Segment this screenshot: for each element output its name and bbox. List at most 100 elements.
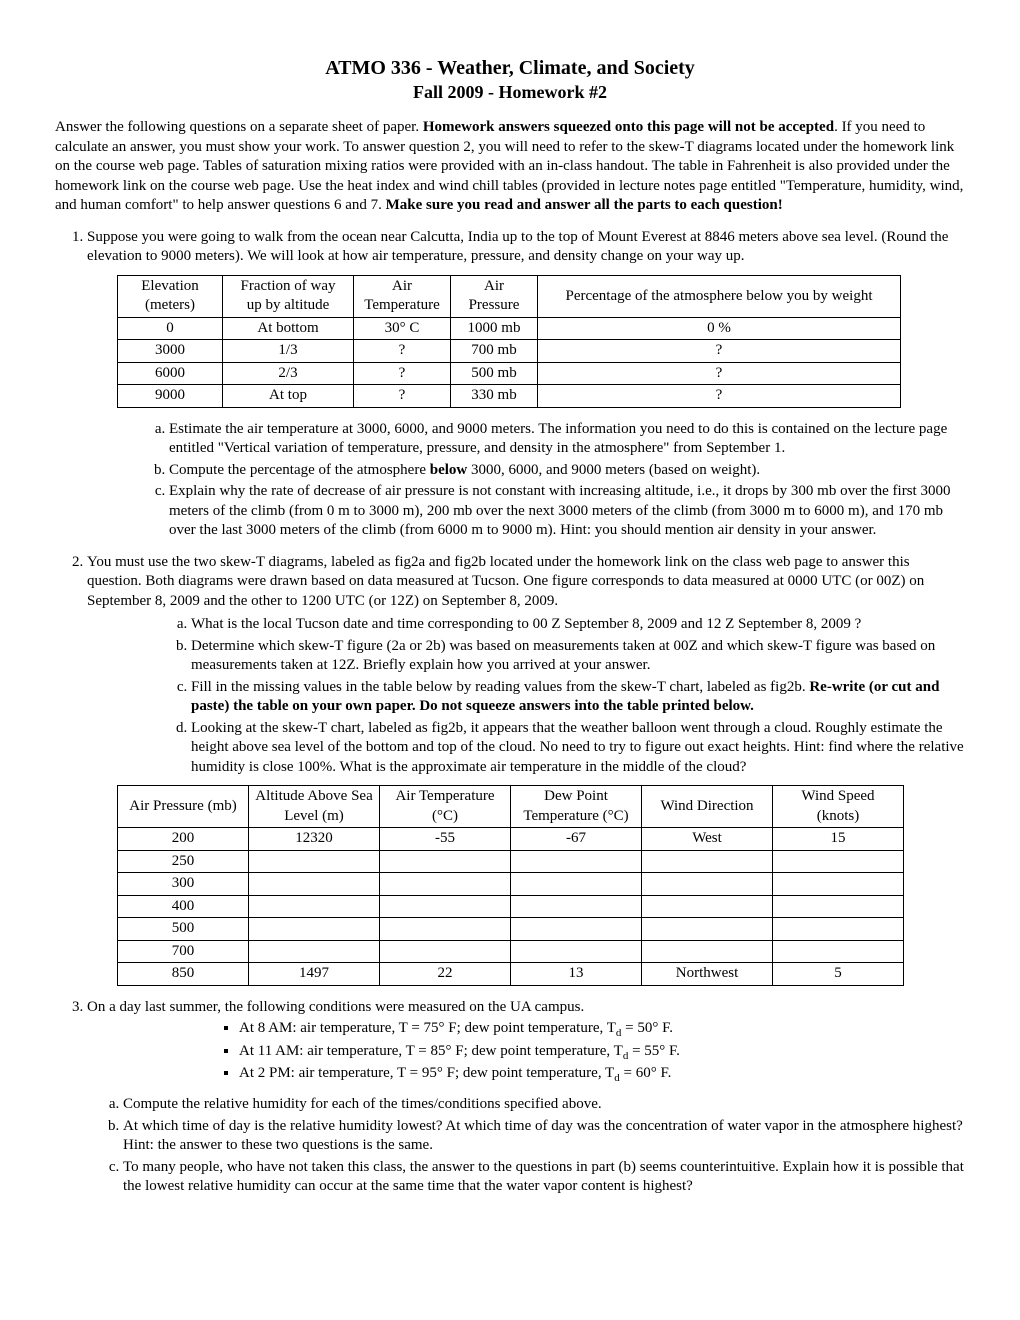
intro-paragraph: Answer the following questions on a sepa… xyxy=(55,118,965,216)
cell xyxy=(249,940,380,963)
t2h3: Dew Point Temperature (°C) xyxy=(511,786,642,828)
cell xyxy=(249,918,380,941)
cell: ? xyxy=(354,340,451,363)
cell: At top xyxy=(223,385,354,408)
q3-bullet-1: At 8 AM: air temperature, T = 75° F; dew… xyxy=(239,1019,965,1040)
cell: 9000 xyxy=(118,385,223,408)
q1b: Compute the percentage of the atmosphere… xyxy=(169,461,965,481)
intro-bold-d: Make sure you read and answer all the pa… xyxy=(386,197,783,213)
cell: ? xyxy=(354,362,451,385)
t1-h1a: Elevation(meters) xyxy=(118,275,223,317)
q1-text: Suppose you were going to walk from the … xyxy=(87,229,948,265)
b3pre: At 2 PM: air temperature, T = 95° F; dew… xyxy=(239,1065,614,1081)
cell xyxy=(642,895,773,918)
cell: 200 xyxy=(118,828,249,851)
cell: 850 xyxy=(118,963,249,986)
question-1: Suppose you were going to walk from the … xyxy=(87,228,965,541)
elevation-table: Elevation(meters) Fraction of wayup by a… xyxy=(117,275,901,408)
cell xyxy=(642,918,773,941)
cell: 400 xyxy=(118,895,249,918)
cell: 0 % xyxy=(538,317,901,340)
cell: West xyxy=(642,828,773,851)
cell xyxy=(642,940,773,963)
b2pre: At 11 AM: air temperature, T = 85° F; de… xyxy=(239,1043,623,1059)
intro-bold-b: Homework answers squeezed onto this page… xyxy=(423,119,834,135)
cell xyxy=(380,850,511,873)
cell: 300 xyxy=(118,873,249,896)
t2h0: Air Pressure (mb) xyxy=(118,786,249,828)
q3c: To many people, who have not taken this … xyxy=(123,1158,965,1197)
q2c-pre: Fill in the missing values in the table … xyxy=(191,679,809,695)
b1post: = 50° F. xyxy=(621,1020,673,1036)
b1pre: At 8 AM: air temperature, T = 75° F; dew… xyxy=(239,1020,616,1036)
cell: 6000 xyxy=(118,362,223,385)
cell: ? xyxy=(538,362,901,385)
skewt-table: Air Pressure (mb) Altitude Above Sea Lev… xyxy=(117,785,904,986)
cell: 250 xyxy=(118,850,249,873)
main-question-list: Suppose you were going to walk from the … xyxy=(55,228,965,1197)
q1a: Estimate the air temperature at 3000, 60… xyxy=(169,420,965,459)
cell xyxy=(511,850,642,873)
cell: 500 xyxy=(118,918,249,941)
question-2: You must use the two skew-T diagrams, la… xyxy=(87,553,965,986)
cell xyxy=(249,895,380,918)
cell: 0 xyxy=(118,317,223,340)
cell: ? xyxy=(538,385,901,408)
cell: 500 mb xyxy=(451,362,538,385)
cell: 22 xyxy=(380,963,511,986)
q1b-bold: below xyxy=(430,462,468,478)
page-subtitle: Fall 2009 - Homework #2 xyxy=(55,81,965,104)
cell: 1000 mb xyxy=(451,317,538,340)
q2-text: You must use the two skew-T diagrams, la… xyxy=(87,554,924,609)
q2c: Fill in the missing values in the table … xyxy=(191,678,965,717)
cell xyxy=(511,873,642,896)
cell xyxy=(511,940,642,963)
t2h5: Wind Speed (knots) xyxy=(773,786,904,828)
cell: ? xyxy=(354,385,451,408)
cell xyxy=(642,850,773,873)
t1-h3a: AirTemperature xyxy=(354,275,451,317)
cell: ? xyxy=(538,340,901,363)
cell: 1/3 xyxy=(223,340,354,363)
t1-h2a: Fraction of wayup by altitude xyxy=(223,275,354,317)
cell xyxy=(380,940,511,963)
cell xyxy=(380,918,511,941)
cell: 700 xyxy=(118,940,249,963)
q1c: Explain why the rate of decrease of air … xyxy=(169,482,965,541)
cell xyxy=(511,918,642,941)
cell: Northwest xyxy=(642,963,773,986)
cell: At bottom xyxy=(223,317,354,340)
q2b: Determine which skew-T figure (2a or 2b)… xyxy=(191,637,965,676)
q2a: What is the local Tucson date and time c… xyxy=(191,615,965,635)
q1b-post: 3000, 6000, and 9000 meters (based on we… xyxy=(467,462,760,478)
question-3: On a day last summer, the following cond… xyxy=(87,998,965,1197)
cell: 13 xyxy=(511,963,642,986)
cell: 3000 xyxy=(118,340,223,363)
cell: 700 mb xyxy=(451,340,538,363)
cell: 12320 xyxy=(249,828,380,851)
q1-sublist: Estimate the air temperature at 3000, 60… xyxy=(87,420,965,541)
t1-h4a: AirPressure xyxy=(451,275,538,317)
cell xyxy=(773,895,904,918)
q1b-pre: Compute the percentage of the atmosphere xyxy=(169,462,430,478)
intro-text-a: Answer the following questions on a sepa… xyxy=(55,119,423,135)
t2h1: Altitude Above Sea Level (m) xyxy=(249,786,380,828)
cell xyxy=(773,918,904,941)
q3-text: On a day last summer, the following cond… xyxy=(87,999,584,1015)
cell xyxy=(773,940,904,963)
t2h4: Wind Direction xyxy=(642,786,773,828)
q3-bullet-3: At 2 PM: air temperature, T = 95° F; dew… xyxy=(239,1064,965,1085)
cell xyxy=(642,873,773,896)
q3-bullet-2: At 11 AM: air temperature, T = 85° F; de… xyxy=(239,1042,965,1063)
q3-sublist: Compute the relative humidity for each o… xyxy=(87,1095,965,1197)
b3post: = 60° F. xyxy=(620,1065,672,1081)
cell xyxy=(773,873,904,896)
t2h2: Air Temperature (°C) xyxy=(380,786,511,828)
cell: 15 xyxy=(773,828,904,851)
q3b: At which time of day is the relative hum… xyxy=(123,1117,965,1156)
b2post: = 55° F. xyxy=(628,1043,680,1059)
cell xyxy=(380,873,511,896)
cell: 5 xyxy=(773,963,904,986)
cell: 2/3 xyxy=(223,362,354,385)
cell xyxy=(249,850,380,873)
